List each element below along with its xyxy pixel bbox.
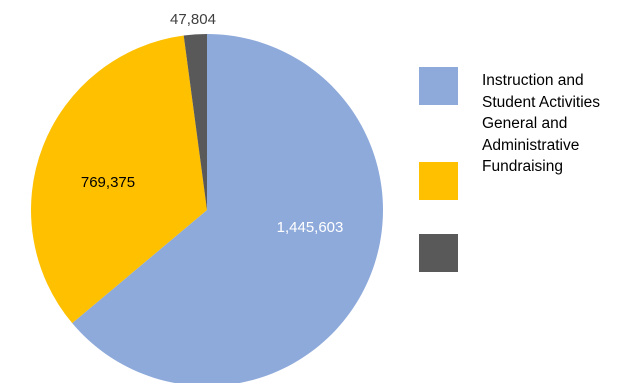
legend-line-2: Student Activities	[482, 93, 601, 111]
legend-line-5: Fundraising	[482, 158, 563, 175]
legend-line-4: Administrative	[482, 136, 580, 154]
legend-text: Instruction and Student Activities Gener…	[482, 70, 600, 178]
legend-swatch-fundraising	[419, 234, 458, 272]
slice-general-administrative	[30, 35, 207, 324]
slice-instruction	[72, 34, 384, 386]
legend-swatch-instruction	[419, 67, 458, 105]
label-fundraising: 47,804	[170, 11, 216, 28]
label-general-administrative: 769,375	[81, 174, 135, 191]
legend-line-3: General and	[482, 115, 568, 132]
slice-fundraising	[183, 34, 207, 210]
label-instruction: 1,445,603	[277, 219, 344, 236]
legend-line-1: Instruction and	[482, 72, 584, 89]
legend-swatch-general-administrative	[419, 162, 458, 200]
